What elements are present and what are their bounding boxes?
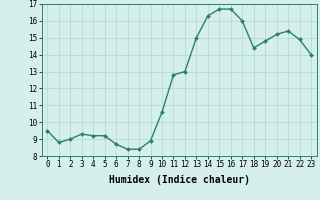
X-axis label: Humidex (Indice chaleur): Humidex (Indice chaleur) — [109, 175, 250, 185]
